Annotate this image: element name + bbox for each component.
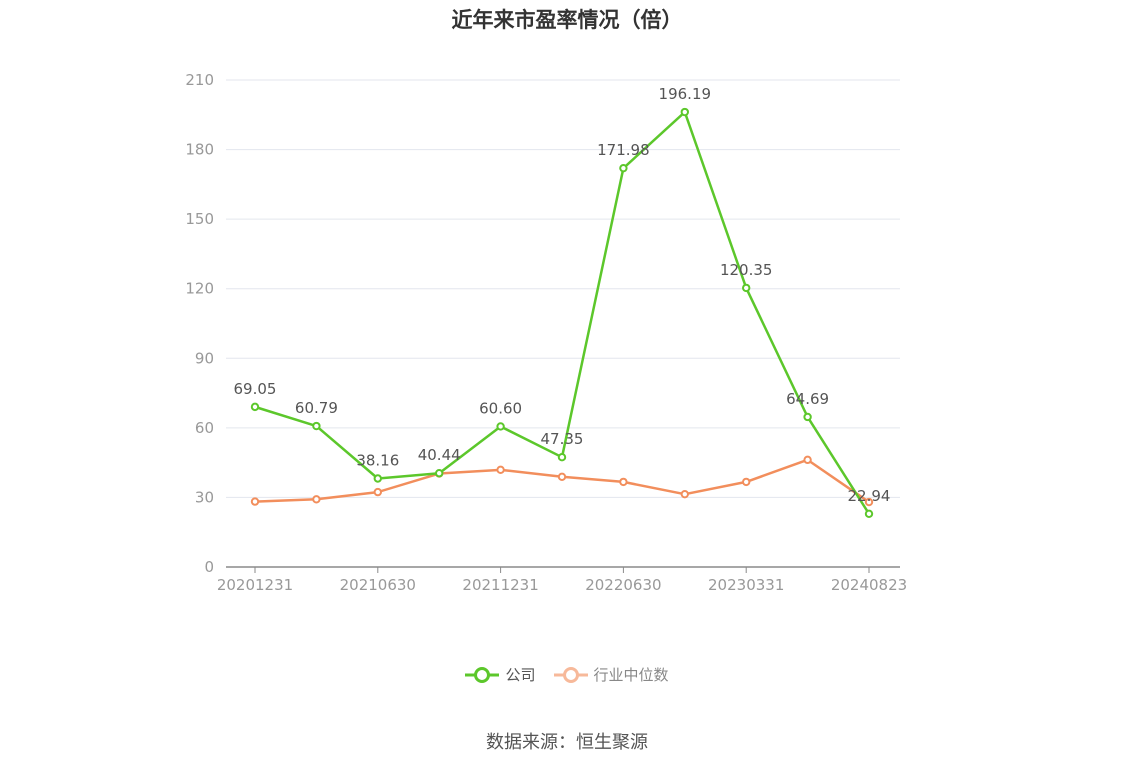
data-point (312, 495, 321, 504)
data-label: 171.98 (597, 141, 650, 159)
data-label: 22.94 (848, 487, 891, 505)
data-label: 38.16 (356, 452, 399, 470)
data-label: 40.44 (418, 446, 461, 464)
data-point (680, 489, 689, 499)
x-tick-label: 20201231 (217, 576, 293, 594)
x-tick-label: 20230331 (708, 576, 784, 594)
legend-company-marker (465, 666, 500, 683)
data-point (619, 477, 628, 487)
data-point (619, 163, 628, 173)
data-label: 60.60 (479, 399, 522, 417)
x-tick-label: 20211231 (462, 576, 538, 594)
y-tick-label: 120 (185, 280, 214, 298)
legend-item-company[interactable]: 公司 (465, 664, 536, 685)
legend-company-label: 公司 (505, 666, 536, 684)
y-tick-label: 150 (185, 210, 214, 228)
data-point (803, 455, 812, 465)
data-point (250, 497, 260, 506)
data-label: 120.35 (720, 261, 773, 279)
data-point (557, 452, 567, 462)
data-point (373, 487, 382, 497)
data-label: 69.05 (234, 380, 277, 398)
y-tick-label: 60 (195, 419, 214, 437)
data-point (373, 474, 382, 483)
chart-title: 近年来市盈率情况（倍） (451, 8, 683, 32)
data-point (680, 107, 689, 117)
data-labels: 69.05 60.79 38.16 40.44 60.60 47.35 171.98 196.… (234, 85, 891, 505)
data-label: 47.35 (541, 430, 584, 448)
x-axis: 20201231 20210630 20211231 20220630 20230331… (217, 566, 907, 594)
y-axis: 0 30 60 90 120 150 180 210 (185, 71, 214, 576)
data-point (496, 465, 505, 475)
x-tick-label: 20210630 (340, 576, 416, 594)
data-point (250, 402, 260, 412)
data-point (312, 421, 321, 431)
data-label: 64.69 (786, 390, 829, 408)
data-point (557, 472, 567, 481)
series-group (250, 107, 874, 519)
data-point (742, 477, 751, 487)
x-tick-label: 20220630 (585, 576, 661, 594)
data-point (435, 469, 444, 478)
legend-industry-marker (553, 666, 588, 683)
data-label: 60.79 (295, 399, 338, 417)
data-point (742, 283, 751, 293)
data-point (496, 422, 505, 431)
legend-item-industry[interactable]: 行业中位数 (553, 664, 669, 685)
legend-industry-label: 行业中位数 (593, 666, 669, 684)
data-source: 数据来源：恒生聚源 (486, 732, 648, 753)
y-tick-label: 0 (204, 558, 214, 576)
data-point (803, 412, 812, 422)
data-point (864, 497, 874, 507)
y-tick-label: 210 (185, 71, 214, 89)
y-tick-label: 180 (185, 141, 214, 159)
y-tick-label: 30 (195, 488, 214, 506)
legend: 公司 行业中位数 (0, 664, 1134, 685)
data-point (864, 509, 874, 519)
x-tick-label: 20240823 (831, 576, 907, 594)
data-label: 196.19 (659, 85, 712, 103)
y-tick-label: 90 (195, 349, 214, 367)
